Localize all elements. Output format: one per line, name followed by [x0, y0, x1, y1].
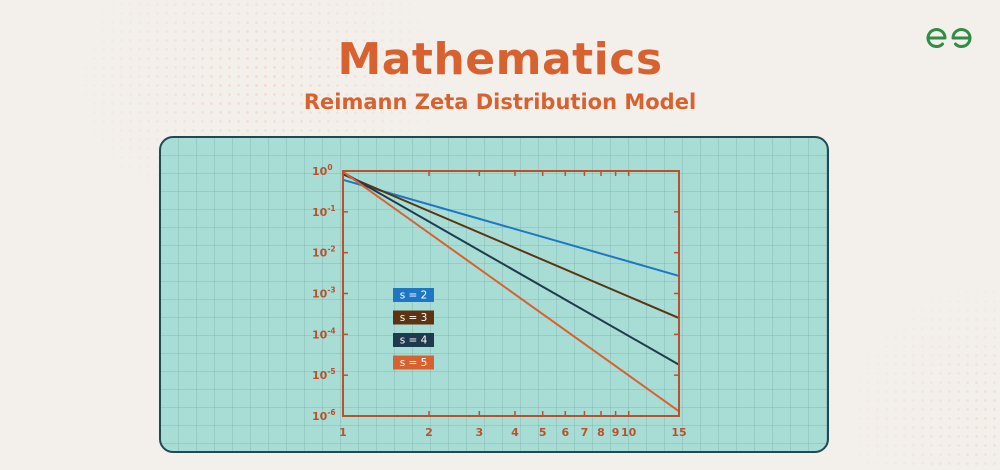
legend-swatch-4	[393, 355, 434, 370]
page-subtitle: Reimann Zeta Distribution Model	[303, 90, 697, 114]
legend-label-1: s = 2	[400, 290, 428, 302]
x-tick-label: 4	[511, 426, 519, 439]
y-tick-label: 10-4	[312, 326, 336, 341]
x-tick-label: 5	[539, 426, 547, 439]
page-title: Mathematics	[337, 34, 663, 85]
series-line-4	[342, 170, 680, 413]
x-tick-label: 2	[425, 426, 433, 439]
legend-label-4: s = 5	[400, 357, 428, 369]
legend-swatch-2	[393, 310, 434, 325]
series-line-3	[342, 171, 680, 366]
x-tick-label: 7	[581, 426, 589, 439]
x-tick-label: 3	[475, 426, 483, 439]
geeksforgeeks-logo-icon	[926, 28, 972, 48]
legend-label-2: s = 3	[400, 312, 428, 324]
x-tick-label: 1	[339, 426, 347, 439]
y-tick-label: 10-1	[312, 204, 336, 219]
y-tick-label: 10-2	[312, 245, 336, 260]
chart-panel	[159, 136, 829, 453]
y-tick-label: 100	[312, 163, 333, 178]
x-tick-label: 15	[671, 426, 686, 439]
legend-label-3: s = 4	[400, 335, 428, 347]
x-tick-label: 10	[621, 426, 637, 439]
legend-swatch-1	[393, 288, 434, 302]
x-tick-label: 6	[561, 426, 569, 439]
series-line-2	[342, 173, 680, 320]
y-tick-label: 10-3	[312, 286, 336, 301]
y-tick-label: 10-6	[312, 408, 336, 423]
series-line-1	[342, 178, 680, 277]
x-tick-label: 9	[612, 426, 620, 439]
x-tick-label: 8	[597, 426, 605, 439]
legend-swatch-3	[393, 333, 434, 347]
y-tick-label: 10-5	[312, 367, 336, 382]
